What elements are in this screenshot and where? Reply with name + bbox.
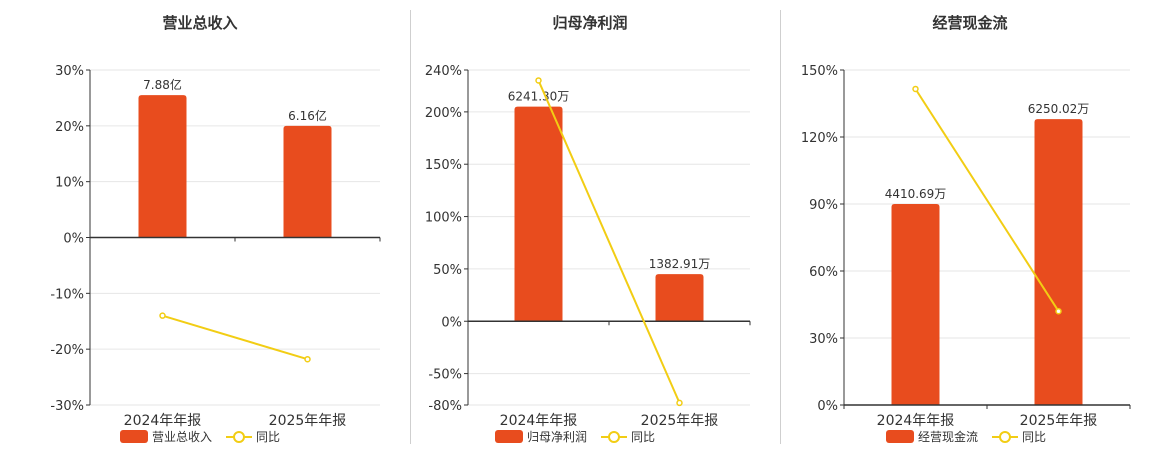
y-tick-label: 100% [425, 211, 462, 226]
legend-bar-label: 经营现金流 [917, 430, 978, 444]
y-tick-label: 0% [817, 399, 838, 414]
bar [514, 106, 563, 322]
y-tick-label: 240% [425, 64, 462, 79]
y-tick-label: 30% [55, 64, 84, 79]
chart-title: 营业总收入 [162, 14, 238, 32]
legend-bar-swatch [494, 430, 523, 443]
x-tick-label: 2025年年报 [1020, 413, 1098, 429]
bar-data-label: 6.16亿 [288, 108, 327, 123]
chart-revenue: 营业总收入 30% 20% 10% 0% -10% -20% -30% 7.88亿 6.16亿 2… [0, 0, 400, 450]
yoy-line [537, 80, 681, 404]
y-tick-label: 150% [425, 158, 462, 173]
legend-bar-label: 归母净利润 [526, 430, 587, 444]
x-tick-label: 2024年年报 [500, 413, 578, 429]
y-tick-label: -50% [428, 368, 462, 383]
y-tick-label: 90% [809, 198, 838, 213]
legend-bar-label: 营业总收入 [151, 430, 212, 444]
yoy-point [676, 399, 683, 407]
yoy-point [912, 85, 919, 93]
bar [283, 125, 332, 238]
bar [655, 274, 704, 322]
chart-net-profit: 归母净利润 240% 200% 150% 100% 50% 0% -50% -80% 6241.… [400, 0, 780, 450]
panel-divider [410, 10, 411, 444]
legend-line-label: 同比 [1022, 430, 1047, 444]
y-tick-label: 0% [63, 232, 84, 247]
chart-svg: 30% 20% 10% 0% -10% -20% -30% 7.88亿 6.16亿 2024年年报… [50, 64, 381, 429]
bar-data-label: 1382.91万 [649, 257, 711, 271]
yoy-point [535, 77, 542, 84]
x-tick-label: 2024年年报 [877, 413, 955, 429]
legend-bar-swatch [885, 430, 914, 443]
legend: 经营现金流 同比 [776, 428, 1156, 445]
y-tick-label: 200% [425, 106, 462, 121]
bar-data-label: 4410.69万 [885, 187, 947, 201]
y-tick-label: 0% [441, 315, 462, 330]
bar-data-label: 6241.30万 [508, 90, 570, 104]
y-tick-label: 20% [55, 120, 84, 135]
y-tick-label: 120% [801, 131, 838, 146]
bar [138, 95, 187, 238]
legend-line-swatch [992, 430, 1018, 443]
yoy-point [304, 355, 311, 363]
x-tick-label: 2024年年报 [124, 413, 202, 429]
legend: 归母净利润 同比 [385, 428, 765, 445]
bar [891, 204, 940, 405]
chart-svg: 240% 200% 150% 100% 50% 0% -50% -80% 6241.30万 138… [425, 64, 751, 429]
y-tick-label: -10% [50, 287, 84, 302]
legend-bar-swatch [119, 430, 148, 443]
bar [1034, 119, 1083, 405]
chart-svg: 150% 120% 90% 60% 30% 0% 4410.69万 6250.02万 2024年… [801, 64, 1131, 429]
y-tick-label: 60% [809, 265, 838, 280]
chart-title: 归母净利润 [552, 14, 628, 32]
legend-line-label: 同比 [256, 430, 281, 444]
bar-data-label: 7.88亿 [143, 77, 182, 92]
legend-line-label: 同比 [631, 430, 656, 444]
y-tick-label: 30% [809, 332, 838, 347]
y-tick-label: 50% [433, 263, 462, 278]
y-tick-label: 150% [801, 64, 838, 79]
yoy-line [162, 314, 308, 361]
legend-line-swatch [601, 430, 627, 443]
yoy-point [1055, 307, 1062, 315]
panel-divider [780, 10, 781, 444]
yoy-point [159, 312, 166, 319]
yoy-line [914, 88, 1060, 312]
y-tick-label: -80% [428, 399, 462, 414]
x-tick-label: 2025年年报 [269, 413, 347, 429]
chart-title: 经营现金流 [932, 14, 1008, 32]
y-tick-label: -20% [50, 343, 84, 358]
y-tick-label: -30% [50, 399, 84, 414]
bar-data-label: 6250.02万 [1028, 102, 1090, 116]
chart-operating-cashflow: 经营现金流 150% 120% 90% 60% 30% 0% 4410.69万 6250.02… [780, 0, 1160, 450]
x-tick-label: 2025年年报 [641, 413, 719, 429]
legend-line-swatch [226, 430, 252, 443]
legend: 营业总收入 同比 [0, 428, 400, 445]
y-tick-label: 10% [55, 176, 84, 191]
